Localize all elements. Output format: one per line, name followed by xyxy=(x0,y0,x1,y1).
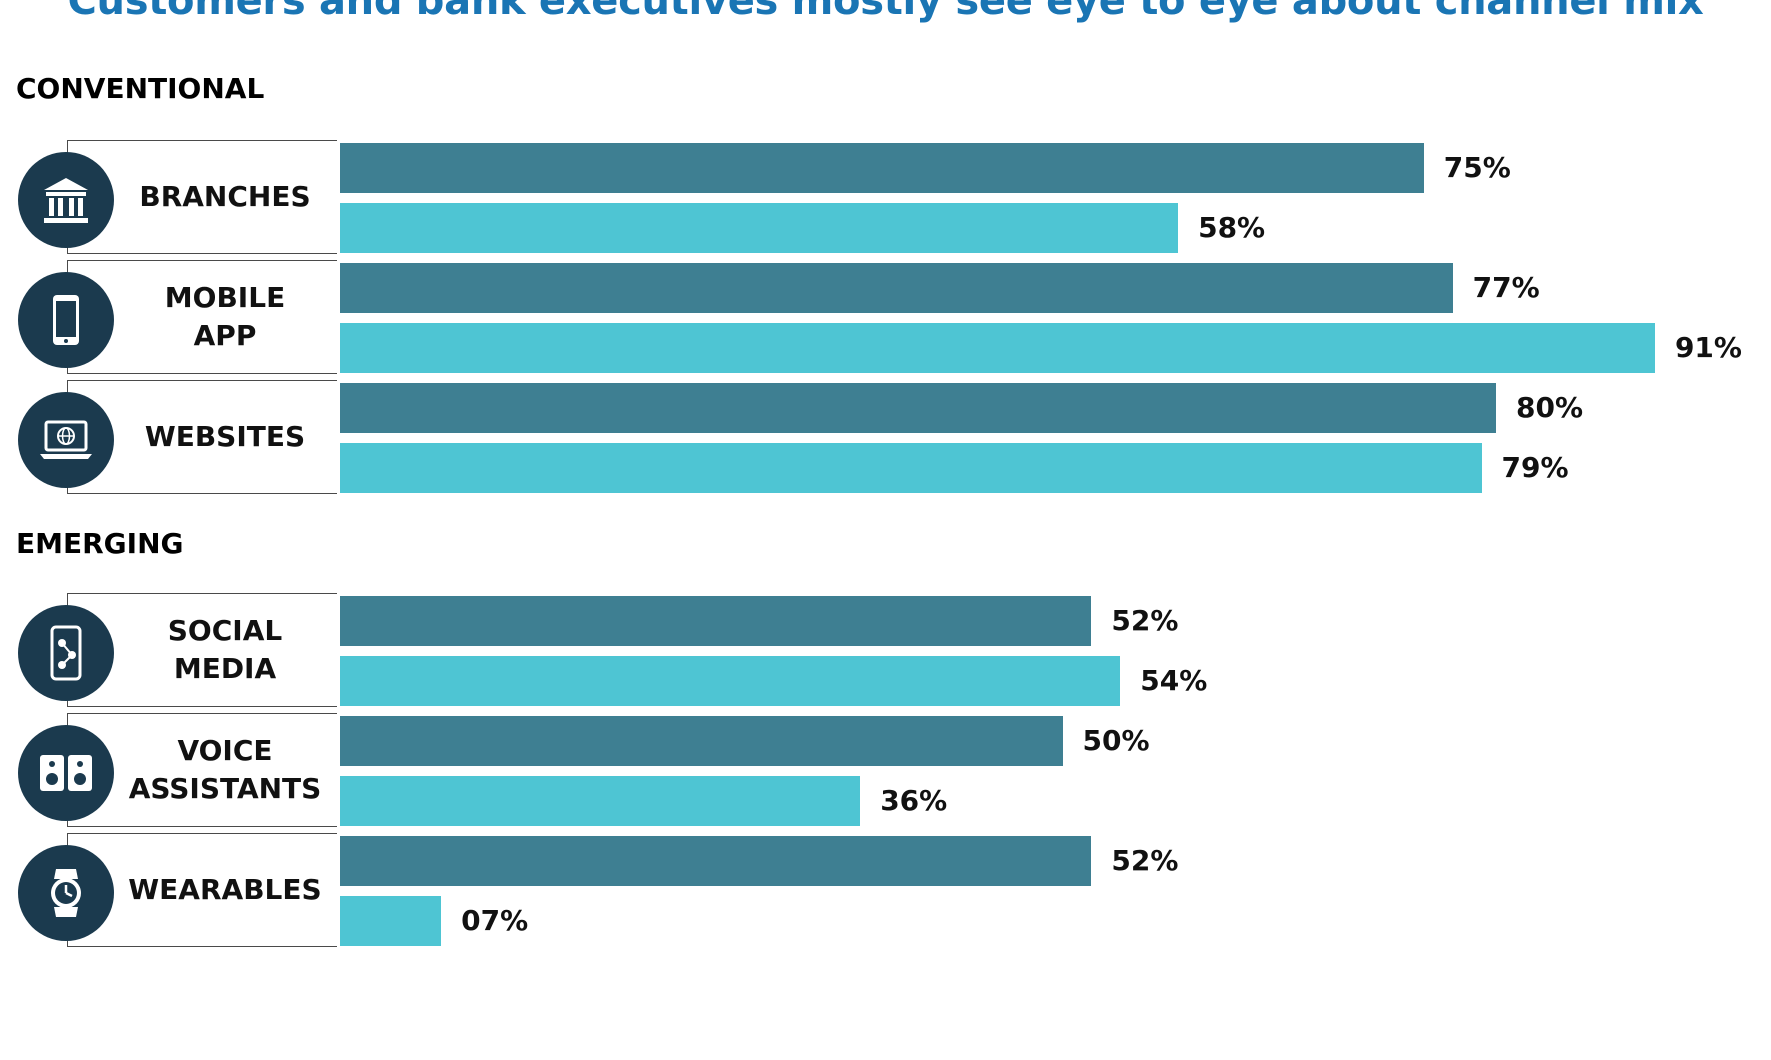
category-label: BRANCHES xyxy=(139,180,311,213)
bar-series-2-social-media xyxy=(340,656,1121,706)
bar-series-1-mobile-app xyxy=(340,263,1453,313)
smartphone-icon xyxy=(18,272,114,368)
bar-series-1-websites xyxy=(340,383,1496,433)
laptop-globe-icon xyxy=(18,392,114,488)
data-label-series-2-websites: 79% xyxy=(1501,451,1569,484)
data-label-series-1-websites: 80% xyxy=(1516,391,1584,424)
bar-series-1-voice-assistants xyxy=(340,716,1063,766)
category-group-social-media: SOCIAL MEDIA 52% 54% xyxy=(0,593,1771,713)
bar-series-1-social-media xyxy=(340,596,1092,646)
bar-series-1-branches xyxy=(340,143,1424,193)
section-heading-conventional: CONVENTIONAL xyxy=(16,72,265,105)
data-label-series-1-social-media: 52% xyxy=(1111,604,1179,637)
data-label-series-2-voice-assistants: 36% xyxy=(880,784,948,817)
category-group-voice-assistants: VOICE ASSISTANTS 50% 36% xyxy=(0,713,1771,833)
category-group-branches: BRANCHES 75% 58% xyxy=(0,140,1771,260)
bar-series-2-voice-assistants xyxy=(340,776,861,826)
speaker-icon xyxy=(18,725,114,821)
data-label-series-2-wearables: 07% xyxy=(461,904,529,937)
bar-series-2-websites xyxy=(340,443,1482,493)
category-group-websites: WEBSITES 80% 79% xyxy=(0,380,1771,500)
section-heading-emerging: EMERGING xyxy=(16,527,184,560)
category-label: MOBILE APP xyxy=(164,281,286,352)
bank-icon xyxy=(18,152,114,248)
data-label-series-1-wearables: 52% xyxy=(1111,844,1179,877)
bar-series-2-branches xyxy=(340,203,1179,253)
category-group-mobile-app: MOBILE APP 77% 91% xyxy=(0,260,1771,380)
bar-series-1-wearables xyxy=(340,836,1092,886)
category-label: WEARABLES xyxy=(128,873,322,906)
category-group-wearables: WEARABLES 52% 07% xyxy=(0,833,1771,953)
bar-series-2-wearables xyxy=(340,896,442,946)
category-label: VOICE ASSISTANTS xyxy=(128,734,322,805)
category-label: SOCIAL MEDIA xyxy=(167,614,283,685)
social-phone-icon xyxy=(18,605,114,701)
data-label-series-2-social-media: 54% xyxy=(1140,664,1208,697)
smartwatch-icon xyxy=(18,845,114,941)
data-label-series-1-voice-assistants: 50% xyxy=(1082,724,1150,757)
category-label: WEBSITES xyxy=(144,420,306,453)
bar-series-2-mobile-app xyxy=(340,323,1655,373)
chart-title: Customers and bank executives mostly see… xyxy=(67,0,1704,24)
data-label-series-1-branches: 75% xyxy=(1443,151,1511,184)
data-label-series-2-branches: 58% xyxy=(1198,211,1266,244)
data-label-series-1-mobile-app: 77% xyxy=(1472,271,1540,304)
data-label-series-2-mobile-app: 91% xyxy=(1674,331,1742,364)
